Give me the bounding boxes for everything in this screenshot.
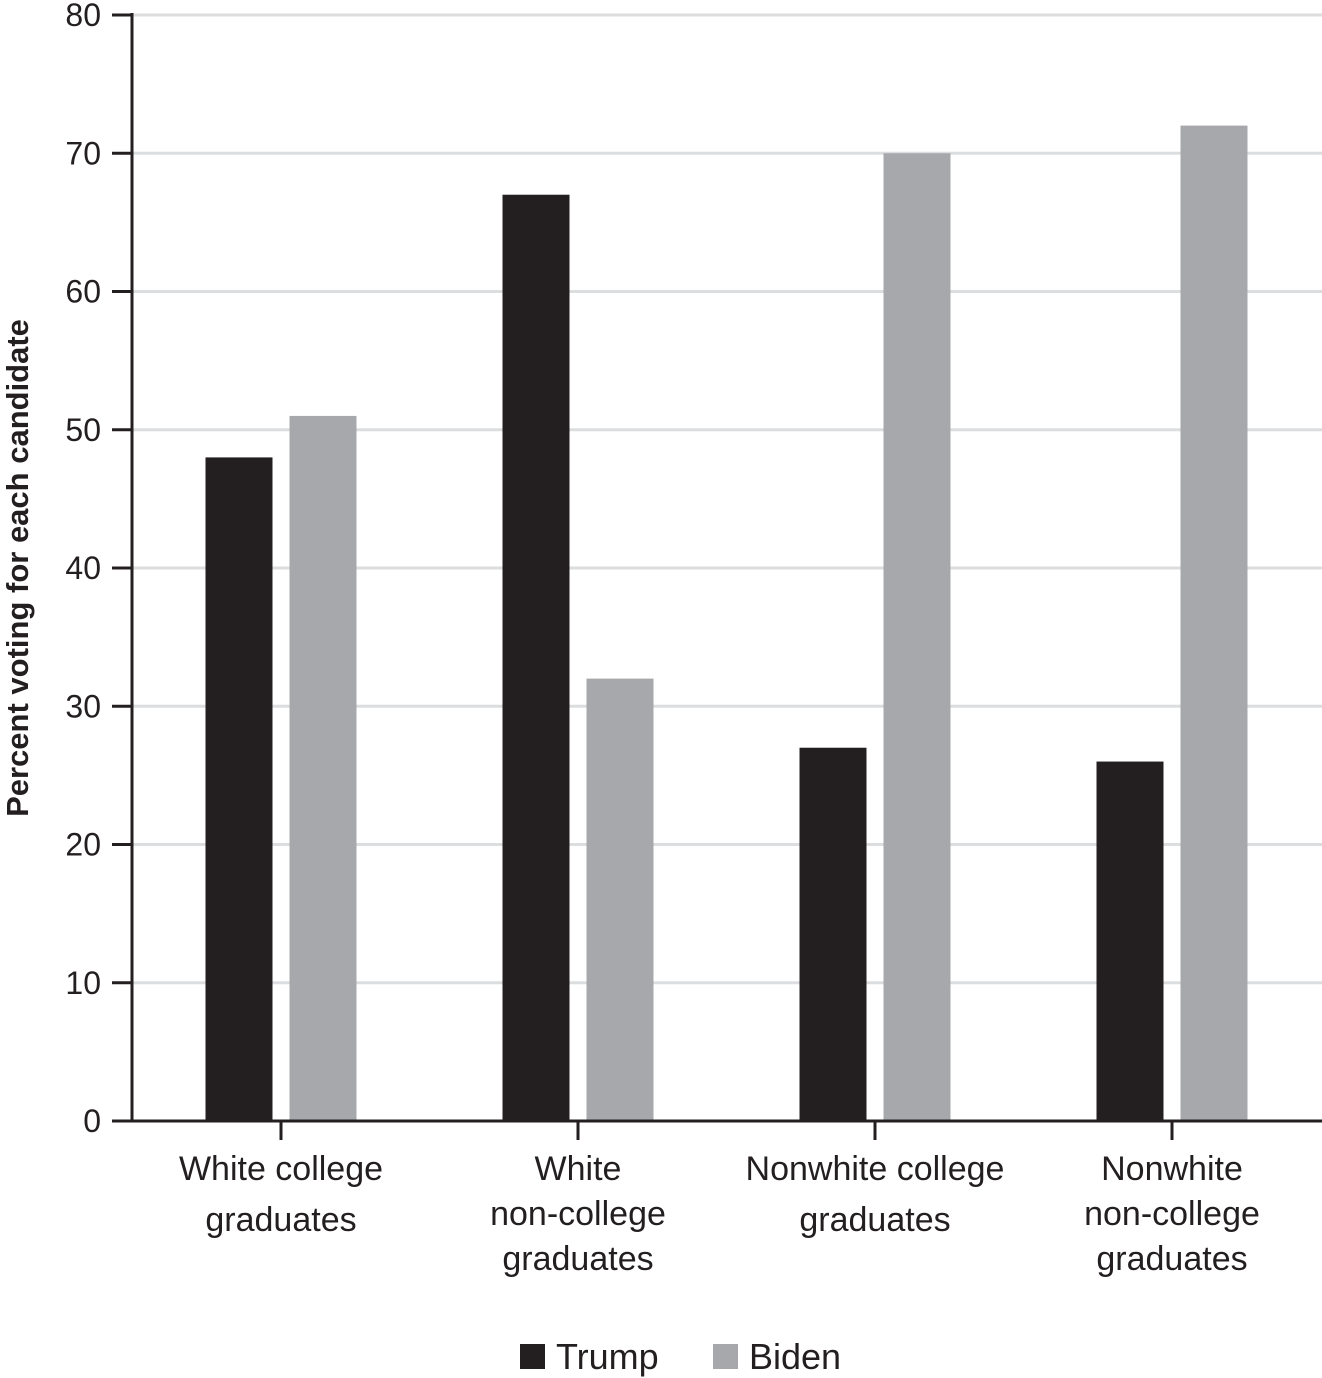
bar-biden [1180, 125, 1248, 1122]
x-tick-label: White college graduates [179, 1150, 383, 1239]
y-tick-label: 30 [65, 688, 101, 724]
y-tick-label: 80 [65, 0, 101, 33]
x-tick-label: Nonwhite non-college graduates [1084, 1150, 1260, 1278]
bar-biden [883, 153, 951, 1121]
y-tick-label: 70 [65, 135, 101, 171]
legend-label-biden: Biden [749, 1336, 841, 1377]
bar-trump [205, 457, 273, 1121]
y-tick-label: 60 [65, 274, 101, 310]
x-tick-label: Nonwhite college graduates [746, 1150, 1005, 1239]
bar-biden [289, 415, 357, 1121]
bar-biden [586, 678, 654, 1121]
bar-trump [502, 194, 570, 1122]
x-tick-label: White non-college graduates [490, 1150, 666, 1278]
bar-trump [799, 747, 867, 1121]
legend-swatch-biden [713, 1344, 738, 1369]
bar-trump [1096, 761, 1164, 1121]
y-tick-label: 20 [65, 827, 101, 863]
y-tick-label: 10 [65, 965, 101, 1001]
legend-label-trump: Trump [556, 1336, 659, 1377]
y-tick-label: 40 [65, 550, 101, 586]
y-tick-label: 0 [83, 1103, 101, 1139]
y-axis-label: Percent voting for each candidate [0, 319, 35, 817]
legend-swatch-trump [520, 1344, 545, 1369]
y-tick-label: 50 [65, 412, 101, 448]
